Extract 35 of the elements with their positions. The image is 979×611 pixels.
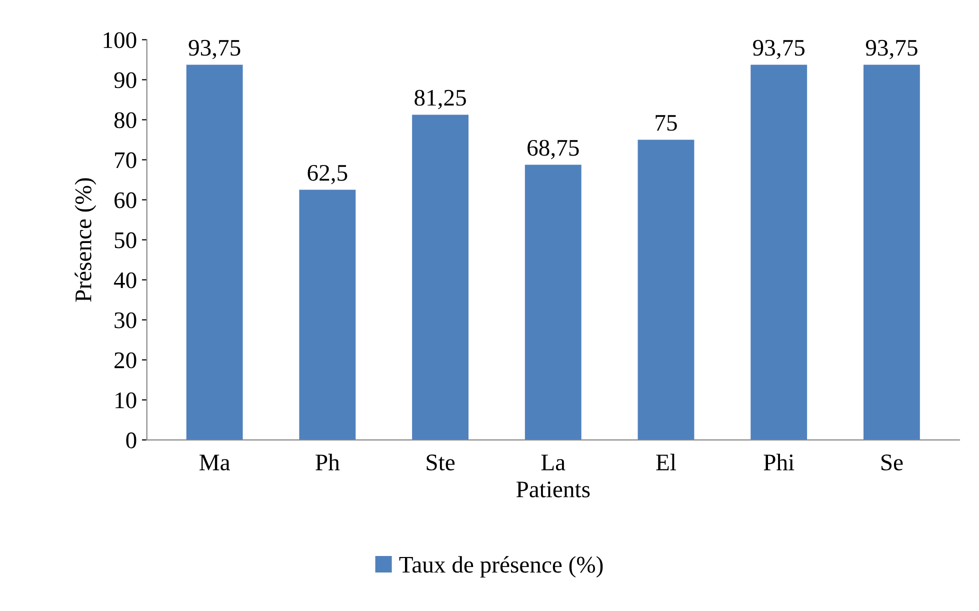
data-label: 68,75 xyxy=(528,140,579,160)
x-tick-label: Ma xyxy=(200,454,230,470)
data-label: 62,5 xyxy=(308,164,348,184)
x-tick-label: Ste xyxy=(426,454,455,470)
x-tick-label: Phi xyxy=(764,454,794,470)
data-label: 93,75 xyxy=(753,40,804,60)
bar xyxy=(299,190,356,440)
bar xyxy=(524,164,582,440)
y-tick-label: 20 xyxy=(114,352,136,368)
data-label: 93,75 xyxy=(866,40,918,60)
y-tick-label: 90 xyxy=(114,72,136,88)
x-tick-label: Ph xyxy=(316,454,340,470)
legend-label: Taux de présence (%) xyxy=(399,556,603,578)
y-tick-label: 50 xyxy=(114,232,136,248)
y-tick-label: 70 xyxy=(115,152,136,168)
y-tick-label: 30 xyxy=(114,312,136,328)
y-tick-label: 40 xyxy=(114,272,136,288)
bar xyxy=(750,64,808,440)
bar xyxy=(638,140,694,440)
x-tick-label: El xyxy=(656,454,676,470)
y-tick-label: 100 xyxy=(104,32,136,48)
bar xyxy=(412,114,468,440)
bar xyxy=(186,64,243,440)
data-label: 81,25 xyxy=(414,90,466,110)
y-axis-title: Présence (%) xyxy=(74,178,96,302)
y-tick-label: 80 xyxy=(114,112,136,128)
y-tick-label: 10 xyxy=(116,392,136,408)
x-tick-label: La xyxy=(541,454,566,470)
data-label: 93,75 xyxy=(188,40,240,60)
data-label: 75 xyxy=(656,115,677,131)
x-tick-label: Se xyxy=(881,454,903,470)
y-tick-label: 60 xyxy=(114,192,136,208)
y-tick-label: 0 xyxy=(126,432,136,448)
x-axis-title: Patients xyxy=(516,482,590,498)
bar xyxy=(863,64,920,440)
